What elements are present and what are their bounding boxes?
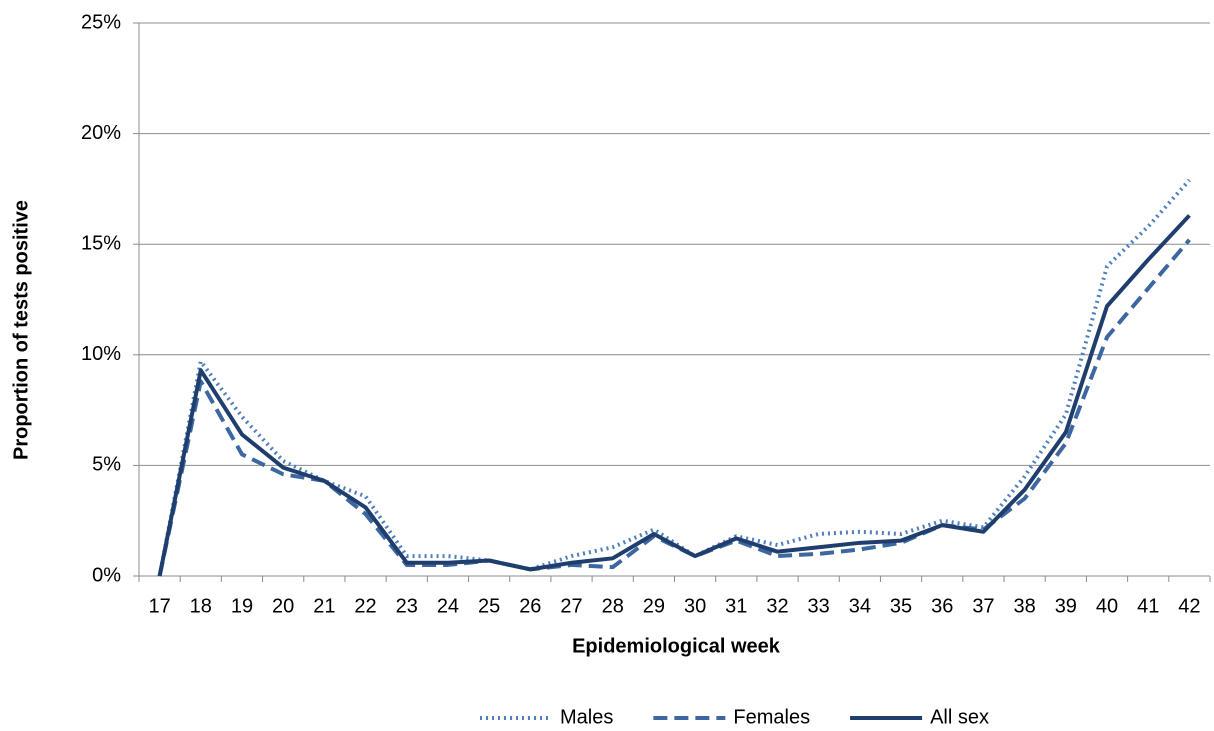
x-tick-label: 38: [1014, 595, 1036, 617]
x-axis-title: Epidemiological week: [572, 635, 781, 657]
x-tick-label: 19: [231, 595, 253, 617]
y-tick-label: 20%: [81, 122, 121, 144]
x-tick-label: 40: [1096, 595, 1118, 617]
x-tick-label: 24: [437, 595, 459, 617]
y-axis-title: Proportion of tests positive: [10, 200, 32, 460]
series-line: [157, 214, 1191, 577]
x-tick-label: 42: [1178, 595, 1200, 617]
y-tick-label: 15%: [81, 232, 121, 254]
x-tick-label: 36: [931, 595, 953, 617]
x-tick-label: 18: [190, 595, 212, 617]
x-tick-label: 23: [396, 595, 418, 617]
x-tick-label: 35: [890, 595, 912, 617]
x-tick-label: 34: [849, 595, 871, 617]
x-tick-label: 37: [972, 595, 994, 617]
x-tick-label: 30: [684, 595, 706, 617]
x-tick-label: 31: [725, 595, 747, 617]
x-tick-label: 32: [766, 595, 788, 617]
x-tick-label: 22: [354, 595, 376, 617]
x-tick-label: 25: [478, 595, 500, 617]
x-tick-label: 39: [1055, 595, 1077, 617]
series-line: [157, 238, 1191, 577]
legend-label: Females: [733, 706, 810, 728]
x-tick-label: 28: [602, 595, 624, 617]
series-line: [157, 178, 1191, 577]
x-tick-label: 29: [643, 595, 665, 617]
y-tick-label: 10%: [81, 343, 121, 365]
x-tick-label: 17: [148, 595, 170, 617]
x-tick-label: 20: [272, 595, 294, 617]
x-tick-label: 41: [1137, 595, 1159, 617]
y-tick-label: 0%: [92, 564, 121, 586]
x-tick-label: 33: [808, 595, 830, 617]
x-tick-label: 21: [313, 595, 335, 617]
x-tick-label: 26: [519, 595, 541, 617]
y-tick-label: 5%: [92, 454, 121, 476]
legend-label: Males: [560, 706, 613, 728]
y-tick-label: 25%: [81, 11, 121, 33]
legend-label: All sex: [930, 706, 989, 728]
x-tick-label: 27: [560, 595, 582, 617]
